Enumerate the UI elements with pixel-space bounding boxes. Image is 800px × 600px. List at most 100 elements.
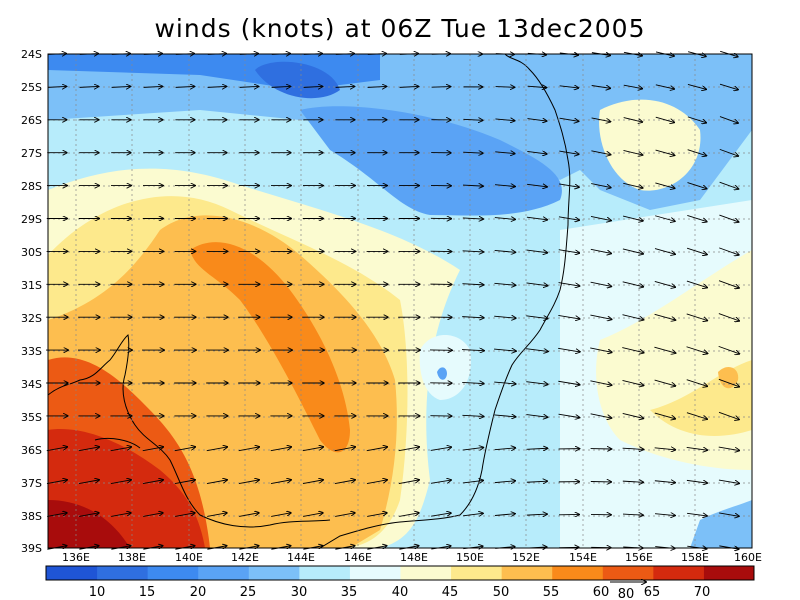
wind-vector [239,513,259,517]
wind-vector [78,447,99,452]
wind-vector [623,182,642,188]
wind-vector [622,412,644,418]
latitude-labels: 24S 25S 26S 27S 28S 29S 30S 31S 32S 33S … [21,48,42,555]
wind-vector [687,182,706,189]
wind-vector [655,84,674,89]
lat-label: 25S [21,81,42,94]
wind-vector [494,481,515,483]
plot-frame [47,53,753,549]
lon-label: 148E [400,551,428,564]
colorbar-label: 30 [291,585,308,600]
lat-label: 35S [21,411,42,424]
colorbar-label: 35 [341,585,358,600]
wind-vector [687,116,706,123]
wind-vector [174,480,195,484]
colorbar-label: 20 [190,585,207,600]
lat-label: 32S [21,312,42,325]
colorbar-swatch [298,566,350,580]
wind-vector [461,350,484,351]
wind-vector [175,513,195,517]
reference-vector-label: 80 [618,587,635,600]
lat-label: 39S [21,542,42,555]
lon-label: 150E [456,551,484,564]
lon-label: 156E [625,551,653,564]
colorbar-swatch [501,566,553,580]
wind-vector [46,480,67,484]
wind-vector [303,513,323,517]
wind-vector [686,447,708,450]
wind-vector [654,448,676,450]
lat-label: 34S [21,378,42,391]
wind-vector [494,283,515,285]
lat-label: 28S [21,180,42,193]
lat-label: 29S [21,213,42,226]
wind-vector [526,481,547,482]
wind-vector [367,86,387,87]
colorbar: 10 15 20 25 30 35 40 45 50 55 60 65 70 8… [45,565,755,600]
wind-vector [462,218,483,219]
wind-vector [558,282,580,286]
wind-vector [526,250,548,253]
wind-vector [687,214,706,221]
wind-vector [558,380,579,385]
wind-vector [718,446,740,450]
wind-vector [718,280,739,288]
lon-label: 152E [512,551,540,564]
wind-vector [399,86,419,87]
colorbar-swatch [349,566,401,580]
wind-vector [622,314,644,320]
wind-vector [494,382,516,384]
wind-vector [622,248,643,254]
wind-vector [719,83,738,89]
wind-vector [47,86,67,87]
wind-vector [527,119,546,121]
wind-vector [462,185,483,186]
wind-vector [526,382,547,385]
wind-vector [78,480,99,484]
colorbar-frame [45,565,755,581]
wind-vector [558,413,580,417]
colorbar-label: 70 [694,585,711,600]
lon-label: 146E [344,551,372,564]
wind-vector [654,379,676,386]
wind-vector [622,514,643,515]
wind-vector [719,181,739,189]
wind-vector [366,447,387,452]
wind-vector [110,480,131,484]
wind-vector [623,149,642,155]
wind-vector [494,185,515,187]
colorbar-swatch [551,566,603,580]
wind-vector [558,249,580,253]
lat-label: 31S [21,279,42,292]
wind-vector [111,513,131,517]
lon-label: 142E [231,551,259,564]
lon-label: 136E [62,551,90,564]
lat-label: 38S [21,510,42,523]
wind-vector [654,281,675,287]
wind-vector [719,214,738,222]
lat-label: 33S [21,345,42,358]
wind-vector [558,347,580,352]
wind-vector [431,513,451,517]
wind-vector [494,448,516,450]
wind-vector [559,183,579,187]
wind-vector [719,148,738,156]
wind-vector [719,116,738,124]
wind-vector [654,481,675,483]
colorbar-label: 45 [442,585,459,600]
wind-vector [462,415,483,416]
wind-vector [463,513,483,516]
wind-vector [526,217,547,220]
colorbar-swatch [96,566,148,580]
wind-vector [398,447,419,452]
wind-vector [302,480,323,484]
wind-vector [686,346,708,354]
lon-label: 160E [734,551,762,564]
wind-vector [175,86,195,87]
wind-vector [207,86,227,87]
longitude-labels: 136E 138E 140E 142E 144E 146E 148E 150E … [62,551,762,564]
wind-vector [558,216,579,220]
wind-vector [143,86,163,87]
wind-vector [526,415,547,418]
